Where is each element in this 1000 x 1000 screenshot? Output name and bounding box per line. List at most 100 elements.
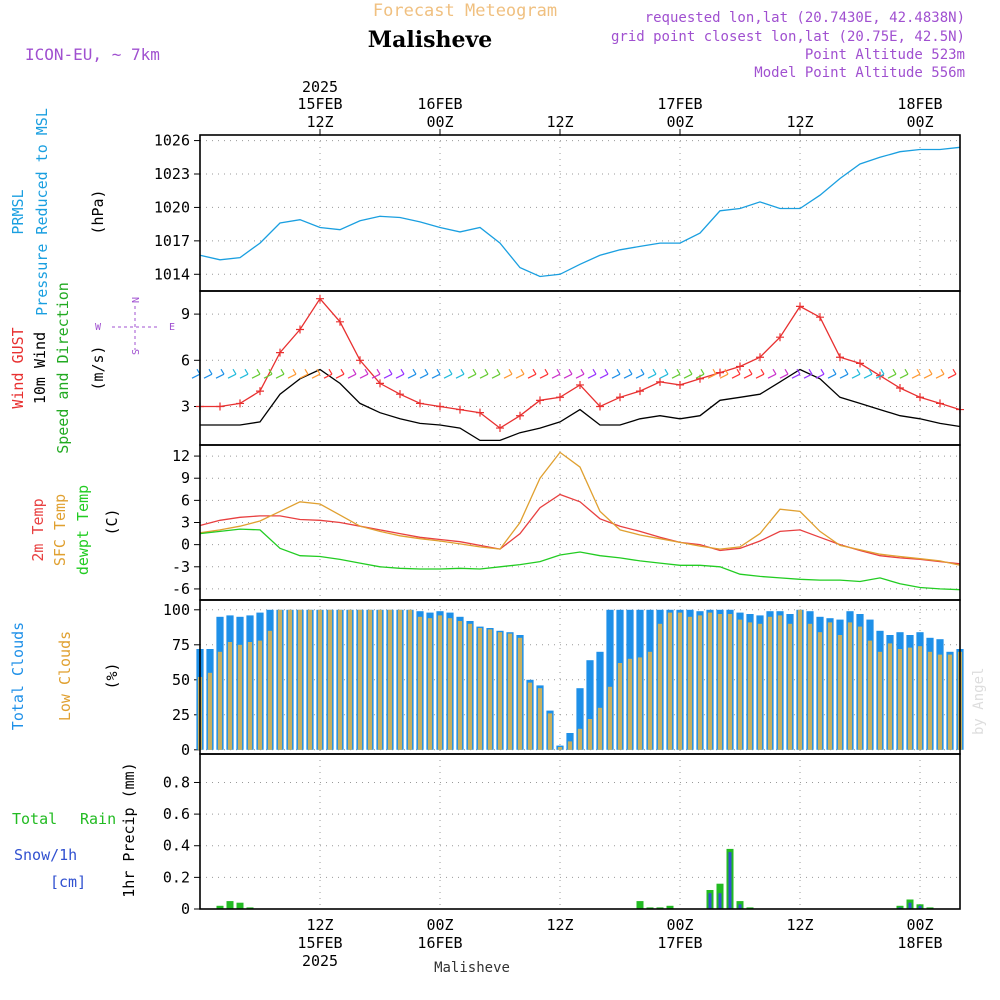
bottom-time-label: 12Z <box>546 916 573 934</box>
bar2-3 <box>287 609 293 750</box>
panel-2: -6 -3 0 3 6 9 12 <box>172 444 961 601</box>
panel-0: 1014 1017 1020 1023 1026 <box>154 132 961 292</box>
bar2-3 <box>597 707 603 750</box>
wind-barb <box>899 368 909 379</box>
gust-point <box>556 393 564 402</box>
compass-e: E <box>169 322 175 333</box>
wind-barb <box>923 368 933 379</box>
temp2m-label: 2m Temp <box>29 498 47 561</box>
ytick-label: 9 <box>181 469 190 487</box>
bar2-4 <box>728 852 732 909</box>
bar-4 <box>236 902 244 909</box>
bar2-3 <box>797 609 803 750</box>
wind-barb <box>227 368 237 379</box>
bar-3 <box>606 609 614 750</box>
ytick-label: 1026 <box>154 132 190 150</box>
wind-barb <box>827 368 837 379</box>
gust-point <box>676 380 684 389</box>
bar2-3 <box>427 618 433 750</box>
temp-labels: 2m Temp SFC Temp dewpt Temp (C) <box>29 485 121 575</box>
ytick-label: 1014 <box>154 265 190 283</box>
wind-barb <box>743 368 753 379</box>
bar2-3 <box>277 609 283 750</box>
wind-barb <box>263 368 273 379</box>
precip-labels: Total Rain Snow/1h [cm] 1hr Precip (mm) <box>12 762 138 897</box>
bar2-3 <box>267 630 273 750</box>
pressure-labels: PRMSL Pressure Reduced to MSL (hPa) <box>9 108 107 316</box>
bar2-3 <box>377 609 383 750</box>
wind-barb <box>419 368 429 379</box>
snow-label: Snow/1h <box>14 846 77 864</box>
ytick-label: 0.2 <box>163 868 190 886</box>
bar2-3 <box>737 619 743 750</box>
wind-barb <box>251 368 261 379</box>
gust-point <box>236 399 244 408</box>
gust-point <box>936 399 944 408</box>
gust-point <box>296 325 304 334</box>
wind-barb <box>683 368 693 379</box>
bottom-date-label: 16FEB <box>417 934 462 952</box>
top-date-label: 18FEB <box>897 95 942 113</box>
wind-barb <box>791 368 801 379</box>
ytick-label: 0 <box>181 900 190 918</box>
total-cloud-label: Total Clouds <box>9 622 27 730</box>
bottom-time-label: 00Z <box>666 916 693 934</box>
bar2-3 <box>227 642 233 750</box>
series-2m-temp <box>199 493 961 565</box>
wind-barb <box>695 368 705 379</box>
bar2-4 <box>718 893 722 909</box>
wind-barb <box>935 368 945 379</box>
wind-barb <box>671 368 681 379</box>
panel-3: 0 25 50 75 100 <box>163 599 964 759</box>
top-date-label: 16FEB <box>417 95 462 113</box>
ytick-label: 100 <box>163 601 190 619</box>
wind-barb <box>851 368 861 379</box>
bar2-3 <box>807 623 813 750</box>
snow-unit-label: [cm] <box>50 873 86 891</box>
wind-barb <box>503 368 513 379</box>
bar2-3 <box>757 623 763 750</box>
wind-barb <box>299 368 309 379</box>
wind-barb <box>863 368 873 379</box>
gust-point <box>836 353 844 362</box>
wind-barb <box>395 368 405 379</box>
wind-barb <box>335 368 345 379</box>
ytick-label: 50 <box>172 671 190 689</box>
bar2-3 <box>367 609 373 750</box>
bar2-3 <box>417 616 423 750</box>
gust-point <box>816 313 824 322</box>
wind-barb <box>731 368 741 379</box>
ytick-label: 75 <box>172 636 190 654</box>
bar2-3 <box>407 609 413 750</box>
bar2-3 <box>437 615 443 750</box>
series-sfc-temp <box>199 451 961 566</box>
bar2-3 <box>937 654 943 750</box>
bar2-3 <box>547 713 553 750</box>
prmsl-label: PRMSL <box>9 189 27 234</box>
total-label: Total <box>12 810 57 828</box>
dewpt-label: dewpt Temp <box>74 485 92 575</box>
gust-point <box>736 362 744 371</box>
bar2-4 <box>908 902 912 909</box>
wind-barb <box>491 368 501 379</box>
bar2-3 <box>627 658 633 750</box>
top-date-label: 15FEB <box>297 95 342 113</box>
gust-point <box>416 399 424 408</box>
bar2-3 <box>467 623 473 750</box>
gust-point <box>256 387 264 396</box>
bar2-3 <box>587 719 593 750</box>
supertitle: Forecast Meteogram <box>373 1 557 21</box>
wind-barb <box>287 368 297 379</box>
wind-barb <box>551 368 561 379</box>
wind-barb <box>479 368 489 379</box>
gust-point <box>216 402 224 411</box>
bar-4 <box>636 901 644 909</box>
ytick-label: 25 <box>172 706 190 724</box>
ytick-label: 0.6 <box>163 805 190 823</box>
bar2-3 <box>477 628 483 750</box>
location-title: Malisheve <box>368 27 492 53</box>
gust-point <box>716 368 724 377</box>
ytick-label: 6 <box>181 351 190 369</box>
bar2-3 <box>717 614 723 750</box>
